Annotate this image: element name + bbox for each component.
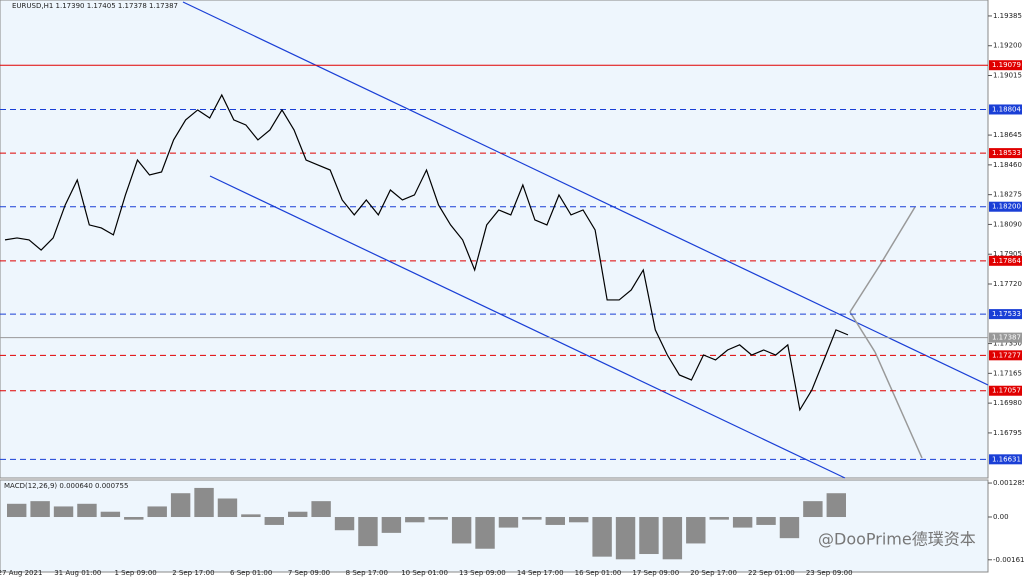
x-tick-label: 27 Aug 2021 <box>0 569 42 577</box>
level-label: 1.17533 <box>992 310 1021 318</box>
macd-bar <box>522 517 542 520</box>
y-tick-label: 1.18275 <box>993 191 1022 199</box>
macd-bar <box>803 501 823 518</box>
y-tick-label: 0.00 <box>993 513 1009 521</box>
macd-bar <box>264 517 284 525</box>
x-tick-label: 1 Sep 09:00 <box>114 569 156 577</box>
level-label: 1.17057 <box>992 387 1021 395</box>
y-tick-label: 1.17720 <box>993 280 1022 288</box>
y-tick-label: -0.001618 <box>993 556 1024 564</box>
macd-bar <box>756 517 776 525</box>
level-tag <box>989 104 1022 115</box>
arrow <box>849 264 881 313</box>
x-tick-label: 10 Sep 01:00 <box>401 569 448 577</box>
macd-bar <box>615 517 636 560</box>
macd-bar <box>475 517 495 549</box>
y-tick-label: 1.17905 <box>993 250 1022 258</box>
level-tag <box>989 148 1022 159</box>
macd-bar <box>124 517 144 520</box>
x-tick-label: 6 Sep 01:00 <box>230 569 272 577</box>
macd-bar <box>53 506 74 518</box>
y-tick-label: 1.17350 <box>993 340 1022 348</box>
level-label: 1.17277 <box>992 351 1021 359</box>
macd-bar <box>100 511 121 518</box>
x-tick-label: 16 Sep 01:00 <box>575 569 622 577</box>
y-tick-label: 1.16980 <box>993 399 1022 407</box>
macd-bar <box>30 501 50 518</box>
channel-upper <box>182 1 989 386</box>
x-tick-label: 8 Sep 17:00 <box>346 569 388 577</box>
macd-bar <box>170 493 191 518</box>
macd-bar <box>639 517 659 555</box>
x-tick-label: 17 Sep 09:00 <box>632 569 679 577</box>
watermark: @DooPrime德璞资本 <box>818 530 976 549</box>
level-tag <box>989 385 1022 396</box>
macd-bar <box>288 511 308 518</box>
channel-lower <box>209 175 846 479</box>
macd-bar <box>77 503 97 518</box>
chart-title: EURUSD,H1 1.17390 1.17405 1.17378 1.1738… <box>12 2 178 10</box>
level-label: 1.19079 <box>992 61 1021 69</box>
macd-bar <box>358 517 378 547</box>
price-line <box>4 93 849 412</box>
level-tag <box>989 255 1022 266</box>
level-label: 1.18200 <box>992 203 1021 211</box>
y-tick-label: 1.19385 <box>993 12 1022 20</box>
macd-bar <box>498 517 519 528</box>
macd-bar <box>7 503 27 518</box>
y-tick-label: 1.18460 <box>993 161 1022 169</box>
arrow <box>879 206 916 266</box>
y-tick-label: 1.19015 <box>993 72 1022 80</box>
y-tick-label: 0.001285 <box>993 479 1024 487</box>
macd-bar <box>709 517 729 520</box>
macd-bar <box>147 506 167 518</box>
macd-bar <box>826 493 846 518</box>
macd-bar <box>217 498 238 518</box>
x-tick-label: 23 Sep 09:00 <box>806 569 853 577</box>
macd-bar <box>779 517 800 539</box>
level-tag <box>989 350 1022 361</box>
price-panel <box>0 0 989 479</box>
level-label: 1.18804 <box>992 105 1021 113</box>
level-tag <box>989 309 1022 320</box>
level-label: 1.17387 <box>992 334 1021 342</box>
macd-bar <box>732 517 753 528</box>
level-tag <box>989 60 1022 71</box>
macd-bar <box>241 514 261 518</box>
level-label: 1.18533 <box>992 149 1021 157</box>
y-tick-label: 1.18090 <box>993 220 1022 228</box>
level-tag <box>989 332 1022 343</box>
macd-bar <box>334 517 355 531</box>
macd-bar <box>428 517 448 520</box>
y-tick-label: 1.19200 <box>993 42 1022 50</box>
x-tick-label: 20 Sep 17:00 <box>690 569 737 577</box>
level-tag <box>989 454 1022 465</box>
macd-bar <box>405 517 425 523</box>
x-tick-label: 14 Sep 17:00 <box>517 569 564 577</box>
macd-bar <box>311 501 331 518</box>
macd-bar <box>194 487 214 518</box>
arrow <box>849 311 876 353</box>
macd-bar <box>451 517 472 544</box>
x-tick-label: 7 Sep 09:00 <box>288 569 330 577</box>
macd-bar <box>381 517 402 533</box>
macd-bar <box>662 517 683 560</box>
macd-bar <box>686 517 706 544</box>
level-label: 1.16631 <box>992 455 1021 463</box>
macd-bar <box>592 517 612 557</box>
arrow <box>874 351 923 459</box>
y-tick-label: 1.16795 <box>993 429 1022 437</box>
y-tick-label: 1.18645 <box>993 131 1022 139</box>
macd-bar <box>545 517 565 525</box>
y-tick-label: 1.17165 <box>993 369 1022 377</box>
x-tick-label: 2 Sep 17:00 <box>172 569 214 577</box>
macd-title: MACD(12,26,9) 0.000640 0.000755 <box>4 482 128 490</box>
level-label: 1.17864 <box>992 257 1021 265</box>
level-tag <box>989 201 1022 212</box>
x-tick-label: 31 Aug 01:00 <box>54 569 101 577</box>
macd-bar <box>569 517 589 523</box>
x-tick-label: 22 Sep 01:00 <box>748 569 795 577</box>
x-tick-label: 13 Sep 09:00 <box>459 569 506 577</box>
